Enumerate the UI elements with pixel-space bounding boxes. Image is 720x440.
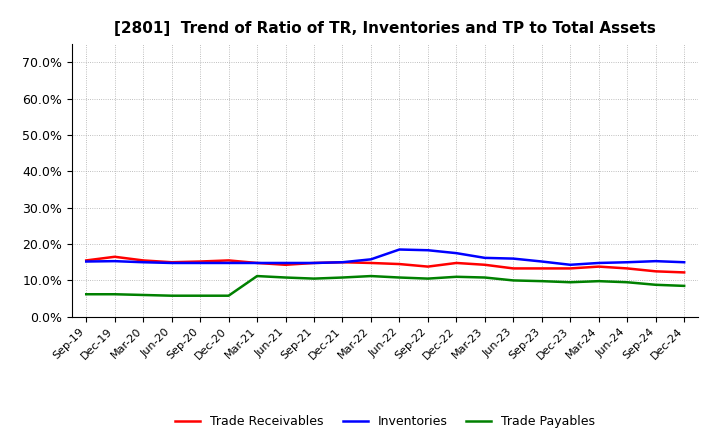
Line: Trade Payables: Trade Payables [86, 276, 684, 296]
Trade Payables [595, 279, 603, 284]
Title: [2801]  Trend of Ratio of TR, Inventories and TP to Total Assets: [2801] Trend of Ratio of TR, Inventories… [114, 21, 656, 36]
Trade Receivables [537, 266, 546, 271]
Inventories [82, 259, 91, 264]
Trade Payables [566, 279, 575, 285]
Inventories [395, 247, 404, 252]
Inventories [282, 260, 290, 266]
Trade Receivables [282, 262, 290, 268]
Trade Payables [366, 273, 375, 279]
Inventories [110, 259, 119, 264]
Trade Receivables [480, 262, 489, 268]
Trade Receivables [423, 264, 432, 269]
Inventories [253, 260, 261, 266]
Inventories [139, 260, 148, 265]
Trade Receivables [110, 254, 119, 260]
Trade Payables [395, 275, 404, 280]
Trade Payables [423, 276, 432, 281]
Trade Receivables [623, 266, 631, 271]
Trade Receivables [338, 260, 347, 265]
Trade Payables [480, 275, 489, 280]
Trade Receivables [509, 266, 518, 271]
Inventories [310, 260, 318, 266]
Trade Payables [82, 292, 91, 297]
Trade Payables [196, 293, 204, 298]
Trade Receivables [366, 260, 375, 266]
Inventories [595, 260, 603, 266]
Line: Inventories: Inventories [86, 249, 684, 265]
Trade Receivables [310, 260, 318, 266]
Inventories [452, 250, 461, 256]
Trade Payables [452, 274, 461, 279]
Inventories [623, 260, 631, 265]
Legend: Trade Receivables, Inventories, Trade Payables: Trade Receivables, Inventories, Trade Pa… [170, 411, 600, 433]
Trade Receivables [680, 270, 688, 275]
Trade Payables [110, 292, 119, 297]
Trade Receivables [196, 259, 204, 264]
Trade Payables [167, 293, 176, 298]
Trade Receivables [652, 269, 660, 274]
Trade Receivables [566, 266, 575, 271]
Inventories [423, 248, 432, 253]
Trade Payables [680, 283, 688, 289]
Trade Receivables [225, 258, 233, 263]
Trade Payables [253, 273, 261, 279]
Trade Receivables [139, 258, 148, 263]
Inventories [566, 262, 575, 268]
Inventories [480, 255, 489, 260]
Trade Receivables [82, 258, 91, 263]
Trade Payables [509, 278, 518, 283]
Trade Receivables [595, 264, 603, 269]
Inventories [196, 260, 204, 266]
Trade Payables [282, 275, 290, 280]
Inventories [680, 260, 688, 265]
Trade Payables [537, 279, 546, 284]
Trade Payables [623, 279, 631, 285]
Line: Trade Receivables: Trade Receivables [86, 257, 684, 272]
Inventories [366, 257, 375, 262]
Trade Receivables [452, 260, 461, 266]
Trade Payables [338, 275, 347, 280]
Trade Receivables [167, 260, 176, 265]
Trade Receivables [395, 261, 404, 267]
Trade Payables [652, 282, 660, 287]
Inventories [338, 260, 347, 265]
Trade Payables [310, 276, 318, 281]
Trade Payables [139, 292, 148, 297]
Inventories [537, 259, 546, 264]
Trade Receivables [253, 260, 261, 266]
Inventories [167, 260, 176, 266]
Inventories [225, 260, 233, 266]
Trade Payables [225, 293, 233, 298]
Inventories [652, 259, 660, 264]
Inventories [509, 256, 518, 261]
